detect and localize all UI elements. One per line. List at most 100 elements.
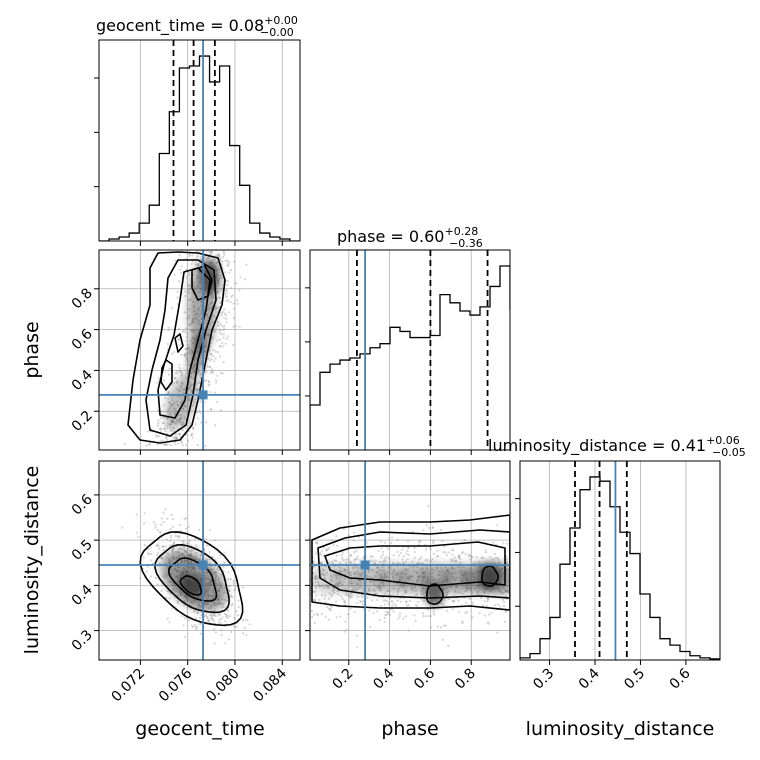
sample-point — [176, 437, 179, 440]
sample-point — [225, 288, 229, 291]
sample-point — [232, 344, 235, 347]
sample-point — [234, 282, 238, 285]
sample-point — [199, 554, 202, 557]
sample-point — [168, 621, 171, 624]
sample-point — [160, 523, 163, 526]
sample-point — [194, 423, 197, 426]
sample-point — [226, 617, 229, 620]
sample-point — [143, 512, 146, 515]
sample-point — [431, 558, 434, 561]
sample-point — [226, 262, 230, 265]
sample-point — [216, 568, 219, 571]
sample-point — [198, 250, 202, 253]
sample-point — [183, 635, 187, 638]
panel-luminosity-distance-vs-geocent-time: 0.3 0.4 0.5 0.6 0.072 0.076 0.080 0.084 — [69, 460, 301, 705]
sample-point — [372, 611, 375, 615]
sample-point — [169, 527, 172, 530]
sample-point — [355, 634, 359, 637]
sample-point — [224, 294, 227, 297]
sample-point — [404, 615, 407, 618]
sample-point — [422, 529, 425, 532]
sample-point — [194, 261, 197, 264]
sample-point — [220, 573, 223, 576]
sample-point — [486, 598, 490, 601]
sample-point — [167, 590, 170, 593]
sample-point — [214, 614, 217, 618]
sample-point — [156, 435, 159, 438]
sample-point — [385, 610, 388, 613]
sample-point — [224, 289, 227, 292]
sample-point — [205, 558, 209, 561]
sample-point — [213, 391, 217, 394]
sample-point — [142, 567, 145, 571]
sample-point — [327, 618, 331, 621]
sample-point — [425, 523, 428, 527]
y-tick-label: 0.3 — [69, 627, 96, 654]
sample-point — [475, 555, 478, 558]
sample-point — [224, 314, 227, 317]
sample-point — [344, 601, 347, 604]
sample-point — [391, 604, 394, 607]
sample-point — [214, 357, 217, 360]
sample-point — [164, 429, 167, 432]
sample-point — [208, 550, 211, 554]
sample-point — [457, 556, 460, 559]
x-tick-label: 0.2 — [330, 666, 357, 693]
sample-point — [156, 583, 159, 586]
sample-point — [382, 559, 385, 562]
sample-point — [404, 600, 408, 604]
sample-point — [453, 599, 456, 602]
sample-point — [206, 616, 209, 619]
sample-point — [332, 543, 335, 546]
sample-point — [221, 276, 224, 280]
sample-point — [223, 253, 226, 256]
sample-point — [225, 337, 228, 340]
sample-point — [147, 553, 150, 556]
sample-point — [494, 557, 497, 560]
sample-point — [173, 430, 176, 433]
sample-point — [221, 616, 224, 619]
sample-point — [191, 254, 194, 257]
sample-point — [196, 611, 200, 615]
sample-point — [148, 442, 152, 446]
title-geocent-time-sub: −0.00 — [260, 26, 294, 39]
sample-point — [387, 610, 390, 614]
sample-point — [414, 594, 417, 597]
sample-point — [386, 547, 389, 550]
sample-point — [195, 545, 199, 548]
sample-point — [445, 594, 448, 597]
sample-point — [325, 548, 328, 551]
sample-point — [467, 554, 470, 557]
sample-point — [416, 600, 420, 604]
sample-point — [310, 609, 314, 613]
x-tick-label: 0.3 — [530, 666, 557, 693]
sample-point — [184, 347, 187, 351]
y-tick-label: 0.6 — [69, 326, 96, 353]
sample-point — [174, 436, 177, 439]
sample-point — [219, 409, 223, 412]
sample-point — [230, 604, 233, 607]
sample-point — [190, 544, 193, 547]
sample-point — [487, 613, 491, 616]
sample-point — [385, 555, 388, 559]
sample-point — [380, 560, 384, 564]
sample-point — [480, 596, 483, 600]
sample-point — [397, 554, 401, 557]
sample-point — [172, 542, 176, 545]
sample-point — [239, 276, 242, 279]
sample-point — [341, 551, 345, 554]
sample-point — [162, 421, 165, 425]
sample-point — [217, 255, 221, 258]
sample-point — [429, 548, 432, 551]
sample-point — [407, 546, 410, 549]
sample-point — [347, 558, 350, 561]
sample-point — [180, 265, 183, 268]
sample-point — [182, 624, 185, 627]
sample-point — [345, 593, 348, 597]
sample-point — [231, 603, 234, 606]
sample-point — [199, 623, 202, 626]
sample-point — [376, 610, 379, 613]
panel-frame — [309, 249, 511, 451]
sample-point — [316, 612, 319, 616]
sample-point — [440, 626, 443, 629]
